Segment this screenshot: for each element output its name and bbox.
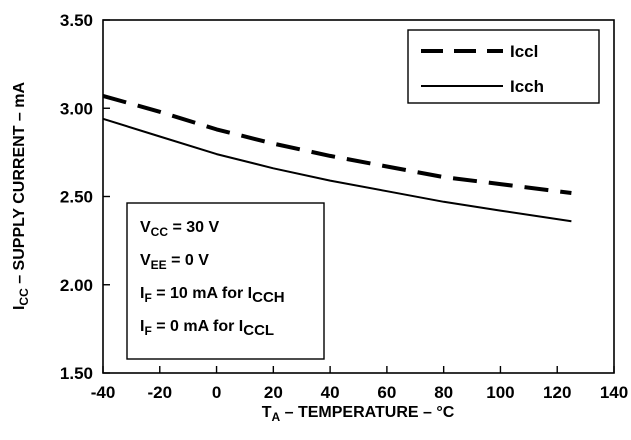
y-axis-title-sub: CC: [17, 288, 31, 306]
x-axis-title-rest: – TEMPERATURE – °C: [280, 404, 455, 421]
condition-vee: VEE = 0 V: [140, 252, 209, 272]
x-tick-label: 120: [543, 383, 571, 402]
legend-label-icch: Icch: [510, 77, 544, 96]
condition-if-ccl-sub2: CCL: [243, 322, 274, 339]
condition-vcc-sub: CC: [151, 225, 169, 239]
x-tick-label: -40: [91, 383, 116, 402]
legend: Iccl Icch: [407, 29, 600, 104]
condition-vcc-main: V: [140, 219, 151, 236]
condition-if-ccl: IF = 0 mA for ICCL: [140, 318, 274, 339]
y-tick-label: 2.00: [60, 276, 93, 295]
y-tick-label: 3.50: [60, 11, 93, 30]
x-tick-label: -20: [147, 383, 172, 402]
x-tick-label: 80: [434, 383, 453, 402]
x-tick-label: 40: [321, 383, 340, 402]
x-tick-label: 0: [212, 383, 221, 402]
condition-if-ccl-rest: = 0 mA for I: [152, 318, 243, 335]
x-axis-ticks: -40 -20 0 20 40 60 80 100 120 140: [91, 366, 628, 402]
condition-if-cch-sub2: CCH: [252, 289, 285, 306]
x-axis-title-sub: A: [271, 410, 280, 424]
x-tick-label: 100: [486, 383, 514, 402]
x-tick-label: 140: [600, 383, 628, 402]
condition-if-cch-main: I: [140, 285, 144, 302]
series-line-icch: [102, 117, 572, 223]
y-tick-label: 2.50: [60, 188, 93, 207]
condition-if-cch-rest: = 10 mA for I: [152, 285, 252, 302]
x-axis-title: TA – TEMPERATURE – °C: [262, 404, 455, 424]
legend-box: [407, 29, 600, 104]
condition-if-ccl-main: I: [140, 318, 144, 335]
x-tick-label: 20: [264, 383, 283, 402]
series-line-iccl: [102, 93, 572, 195]
condition-vcc-rest: = 30 V: [168, 219, 219, 236]
condition-vee-main: V: [140, 252, 151, 269]
legend-label-iccl: Iccl: [510, 42, 538, 61]
condition-if-cch: IF = 10 mA for ICCH: [140, 285, 285, 306]
x-axis-title-main: T: [262, 404, 272, 421]
y-axis-title-main: I: [11, 306, 28, 310]
y-axis-title: ICC – SUPPLY CURRENT – mA: [11, 82, 31, 311]
x-tick-label: 60: [377, 383, 396, 402]
conditions-frame: [126, 202, 325, 360]
y-tick-label: 1.50: [60, 364, 93, 383]
condition-vcc: VCC = 30 V: [140, 219, 219, 239]
y-axis-title-rest: – SUPPLY CURRENT – mA: [11, 82, 28, 289]
condition-if-cch-sub: F: [144, 291, 151, 305]
condition-vee-sub: EE: [151, 258, 167, 272]
conditions-box: VCC = 30 V VEE = 0 V IF = 10 mA for ICCH…: [126, 202, 325, 360]
y-tick-label: 3.00: [60, 99, 93, 118]
condition-if-ccl-sub: F: [144, 324, 151, 338]
y-axis-ticks: 1.50 2.00 2.50 3.00 3.50: [60, 11, 110, 383]
condition-vee-rest: = 0 V: [167, 252, 210, 269]
series-lines: [102, 93, 572, 223]
